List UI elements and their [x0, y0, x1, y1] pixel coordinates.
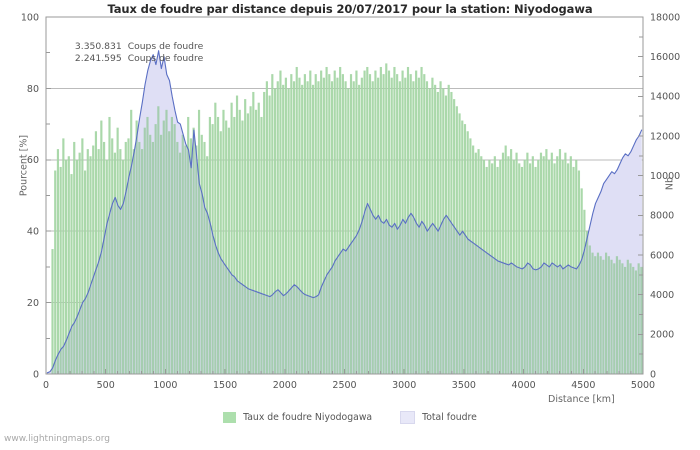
svg-text:4000: 4000 — [512, 380, 536, 391]
y-axis-left-label: Pourcent [%] — [18, 134, 30, 197]
x-axis-label: Distance [km] — [548, 394, 615, 405]
svg-text:4000: 4000 — [650, 290, 674, 301]
watermark: www.lightningmaps.org — [4, 434, 110, 444]
svg-text:10000: 10000 — [650, 171, 680, 182]
svg-text:8000: 8000 — [650, 211, 674, 222]
svg-text:3500: 3500 — [452, 380, 476, 391]
svg-text:12000: 12000 — [650, 131, 680, 142]
svg-text:60: 60 — [27, 155, 39, 166]
svg-text:2000: 2000 — [650, 330, 674, 341]
annotation-station-strokes: 2.241.595 Coups de foudre — [58, 42, 203, 75]
svg-text:1000: 1000 — [153, 380, 177, 391]
annotation-total-strokes: 3.350.831 Coups de foudre — [58, 30, 203, 63]
svg-text:16000: 16000 — [650, 52, 680, 63]
y-axis-right-label: Nb — [664, 176, 676, 191]
legend-item-total: Total foudre — [400, 411, 477, 424]
svg-text:40: 40 — [27, 227, 39, 238]
legend-swatch-total — [400, 411, 416, 424]
page-title: Taux de foudre par distance depuis 20/07… — [107, 2, 593, 16]
svg-text:18000: 18000 — [650, 12, 680, 23]
chart-legend: Taux de foudre Niyodogawa Total foudre — [0, 411, 700, 424]
svg-text:0: 0 — [650, 369, 656, 380]
svg-text:20: 20 — [27, 298, 39, 309]
svg-text:2500: 2500 — [332, 380, 356, 391]
svg-text:3000: 3000 — [392, 380, 416, 391]
svg-text:0: 0 — [33, 369, 39, 380]
svg-text:500: 500 — [97, 380, 115, 391]
svg-text:0: 0 — [43, 380, 49, 391]
svg-text:5000: 5000 — [631, 380, 655, 391]
svg-text:4500: 4500 — [571, 380, 595, 391]
annotation-value-1: 3.350.831 — [74, 41, 122, 52]
legend-item-taux: Taux de foudre Niyodogawa — [223, 412, 372, 423]
legend-label-total: Total foudre — [422, 412, 477, 423]
svg-text:6000: 6000 — [650, 250, 674, 261]
annotation-label-1: Coups de foudre — [127, 41, 204, 52]
svg-text:80: 80 — [27, 84, 39, 95]
legend-swatch-taux — [223, 412, 237, 423]
svg-text:100: 100 — [21, 12, 39, 23]
annotation-value-2: 2.241.595 — [74, 53, 122, 64]
svg-text:2000: 2000 — [273, 380, 297, 391]
annotation-label-2: Coups de foudre — [127, 53, 204, 64]
svg-text:1500: 1500 — [213, 380, 237, 391]
legend-label-taux: Taux de foudre Niyodogawa — [243, 412, 373, 423]
svg-text:14000: 14000 — [650, 92, 680, 103]
